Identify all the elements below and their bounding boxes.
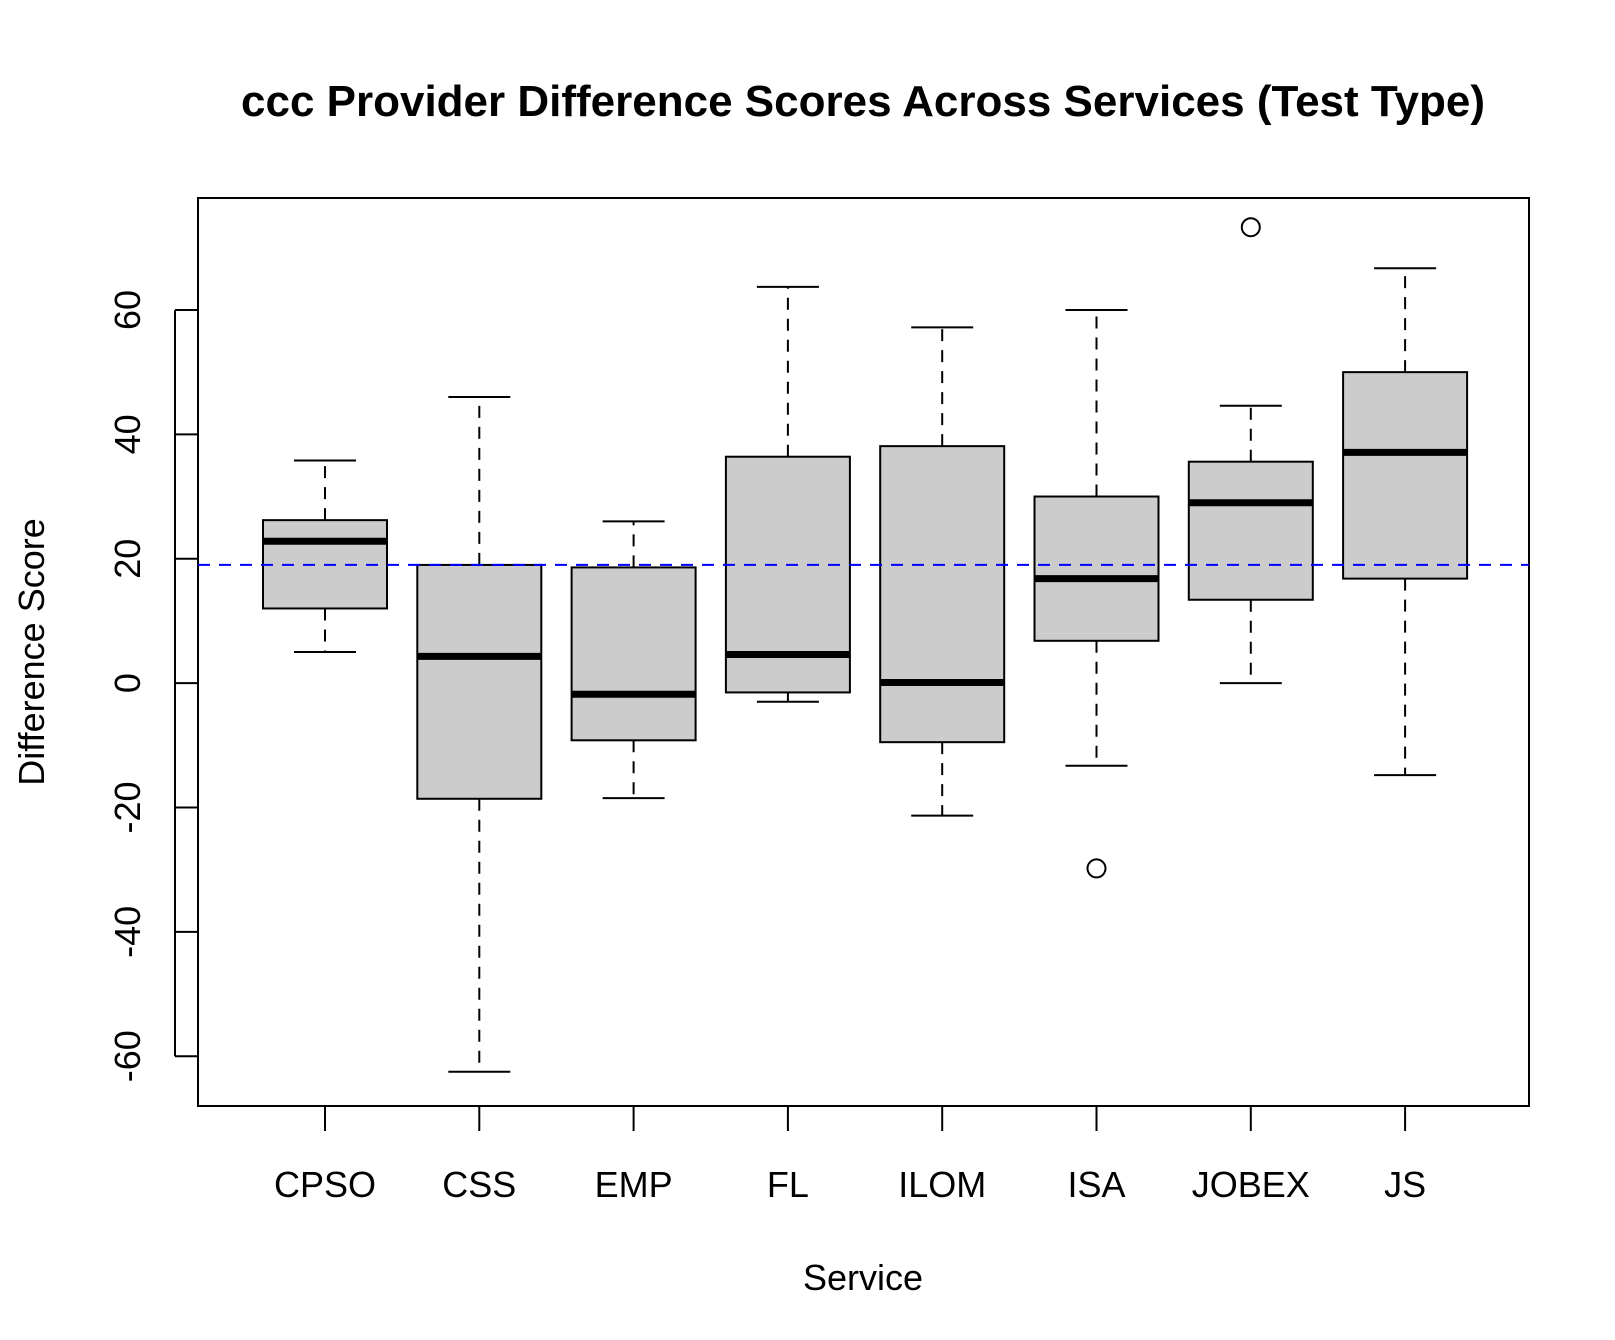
y-tick-label: 40 <box>107 414 148 454</box>
outlier-point <box>1086 858 1107 879</box>
plot-frame <box>197 197 1530 1107</box>
x-tick-label: EMP <box>595 1164 673 1205</box>
iqr-box <box>416 563 543 800</box>
x-tick-label: JOBEX <box>1192 1164 1310 1205</box>
boxes-group <box>262 217 1469 1073</box>
iqr-box <box>879 445 1006 744</box>
y-tick-label: 60 <box>107 290 148 330</box>
iqr-box <box>1342 371 1469 580</box>
y-tick-label: -20 <box>107 781 148 833</box>
box-jobex <box>1187 217 1314 685</box>
x-tick-label: FL <box>767 1164 809 1205</box>
iqr-box <box>1187 460 1314 601</box>
y-tick-label: -40 <box>107 906 148 958</box>
x-tick-label: ISA <box>1067 1164 1125 1205</box>
iqr-box <box>570 566 697 742</box>
y-tick-label: 20 <box>107 539 148 579</box>
box-fl <box>724 285 851 703</box>
outlier-point <box>1240 217 1261 238</box>
box-emp <box>570 520 697 800</box>
box-js <box>1342 267 1469 777</box>
box-isa <box>1033 308 1160 879</box>
y-axis-label: Difference Score <box>11 518 52 785</box>
y-axis: -60 -40 -20 0 20 40 60 <box>107 290 198 1082</box>
box-css <box>416 396 543 1073</box>
chart-title: ccc Provider Difference Scores Across Se… <box>241 77 1485 126</box>
x-axis-label: Service <box>803 1257 923 1298</box>
x-tick-label: JS <box>1384 1164 1426 1205</box>
iqr-box <box>1033 495 1160 642</box>
x-axis: CPSO CSS EMP FL ILOM ISA JOBEX JS <box>274 1105 1426 1205</box>
box-cpso <box>262 459 388 653</box>
x-tick-label: CPSO <box>274 1164 376 1205</box>
box-ilom <box>879 326 1006 817</box>
y-tick-label: 0 <box>107 673 148 693</box>
x-tick-label: ILOM <box>898 1164 986 1205</box>
y-tick-label: -60 <box>107 1030 148 1082</box>
x-tick-label: CSS <box>442 1164 516 1205</box>
